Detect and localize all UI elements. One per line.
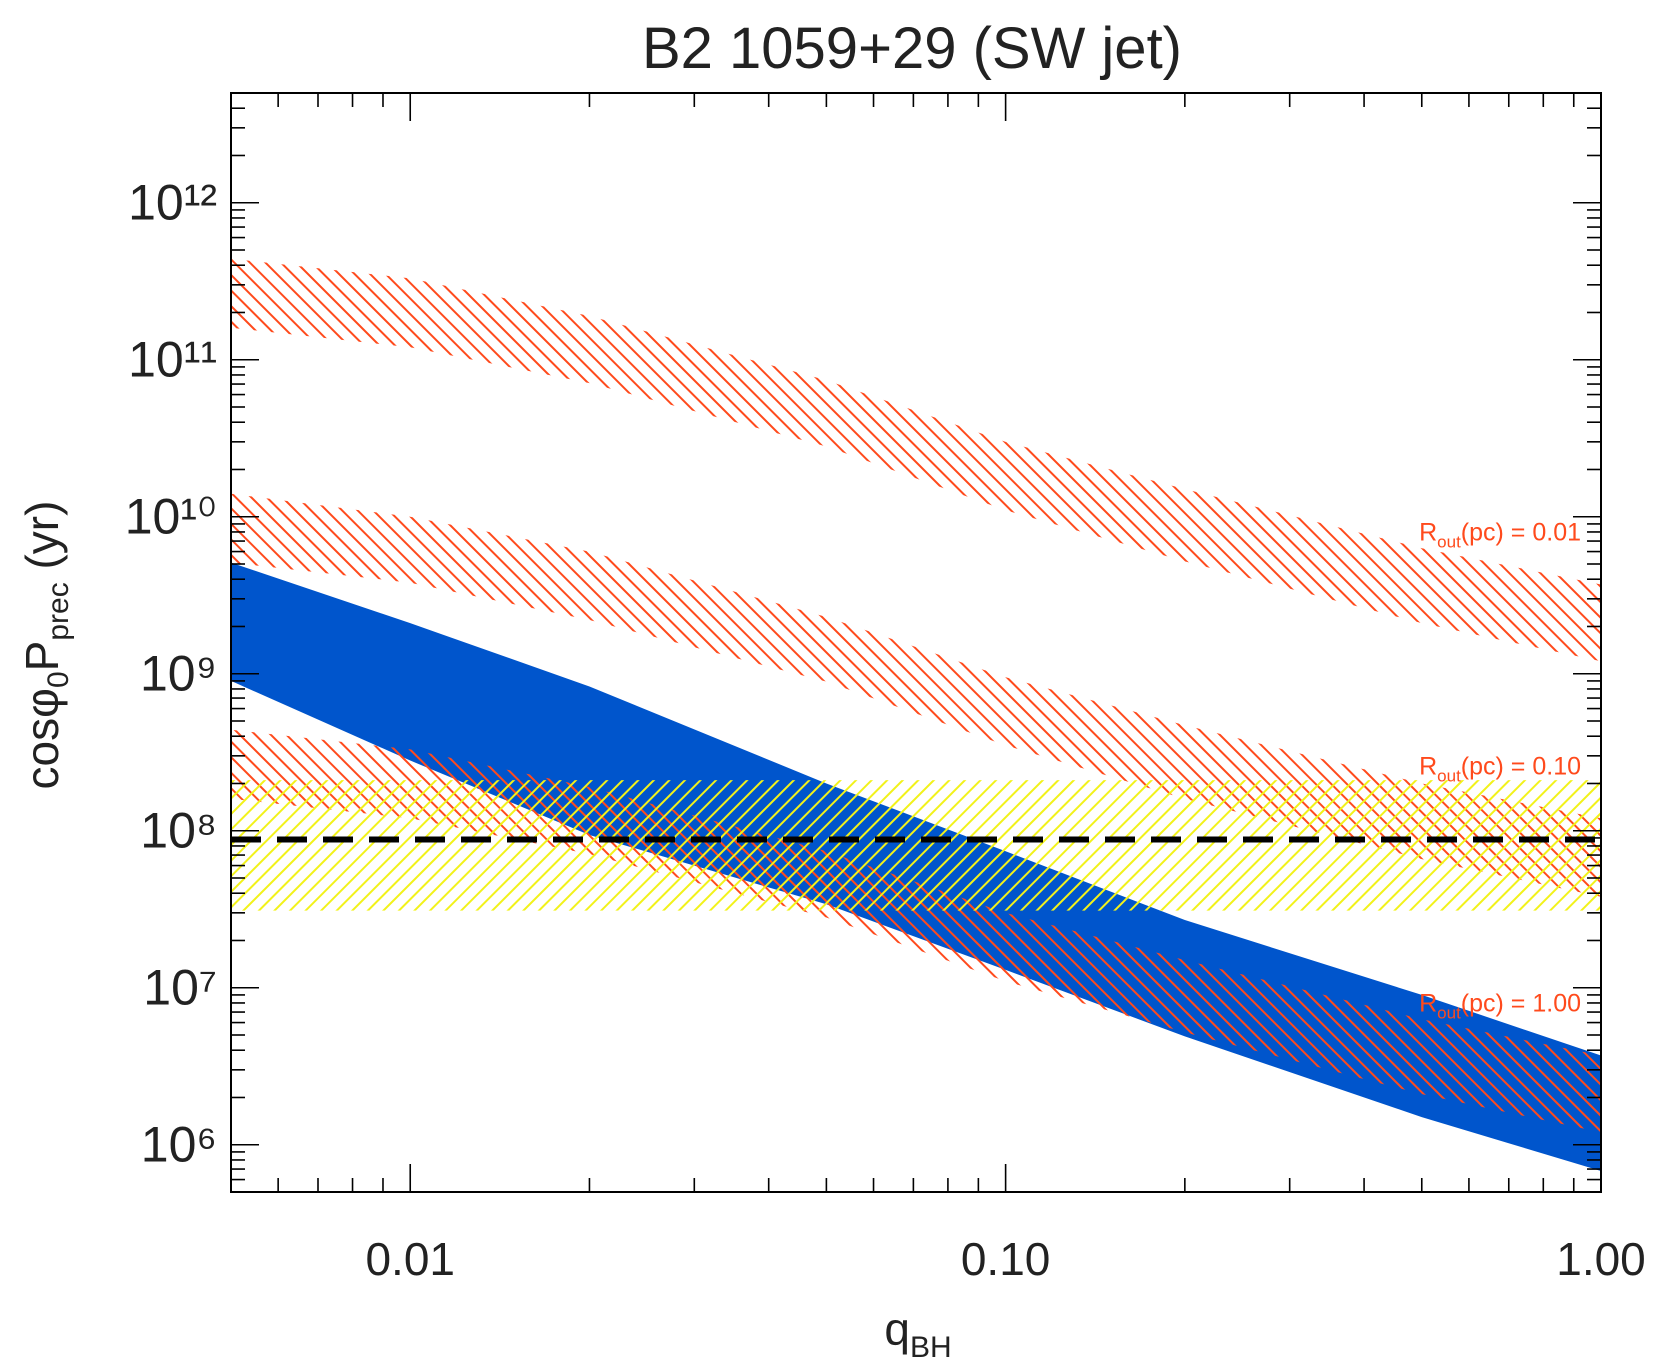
annotation-main: R xyxy=(1419,519,1437,547)
y-axis-label: cosφ0Pprec (yr) xyxy=(16,501,75,790)
x-tick-label: 0.10 xyxy=(961,1233,1051,1285)
x-tick-label: 1.00 xyxy=(1556,1233,1646,1285)
annotation-sub: out xyxy=(1437,766,1461,785)
y-tick-label: 10¹⁰ xyxy=(125,489,217,545)
plot-frame xyxy=(230,92,1602,1193)
x-label-main: q xyxy=(884,1303,910,1355)
annotation-sub: out xyxy=(1437,533,1461,552)
annotation-main: (pc) = 0.10 xyxy=(1461,752,1581,780)
y-label-main: (yr) xyxy=(16,501,68,583)
y-label-sub: 0 xyxy=(42,671,75,688)
y-tick-label: 10¹¹ xyxy=(128,332,217,388)
plot-area xyxy=(231,258,1601,1172)
annotation-main: R xyxy=(1419,990,1437,1018)
x-axis-label: qBH xyxy=(884,1303,951,1362)
y-label-main: cosφ xyxy=(16,688,68,789)
y-label-main: P xyxy=(16,641,68,672)
band-annotation: Rout(pc) = 0.10 xyxy=(1419,752,1581,785)
annotation-main: R xyxy=(1419,752,1437,780)
band-annotation: Rout(pc) = 1.00 xyxy=(1419,990,1581,1023)
x-label-sub: BH xyxy=(910,1331,952,1362)
x-tick-label: 0.01 xyxy=(365,1233,455,1285)
y-tick-label: 10¹² xyxy=(128,175,217,231)
annotation-main: (pc) = 1.00 xyxy=(1461,990,1581,1018)
band-annotation: Rout(pc) = 0.01 xyxy=(1419,519,1581,552)
y-tick-label: 10⁸ xyxy=(140,803,217,859)
annotation-main: (pc) = 0.01 xyxy=(1461,519,1581,547)
horizontal-band xyxy=(231,780,1601,911)
y-label-sub: prec xyxy=(42,582,75,640)
hatched-band xyxy=(231,258,1601,662)
y-tick-label: 10⁹ xyxy=(140,646,217,702)
annotation-sub: out xyxy=(1437,1004,1461,1023)
chart-title: B2 1059+29 (SW jet) xyxy=(642,16,1182,81)
y-tick-label: 10⁷ xyxy=(143,960,217,1016)
y-tick-label: 10⁶ xyxy=(141,1117,217,1173)
